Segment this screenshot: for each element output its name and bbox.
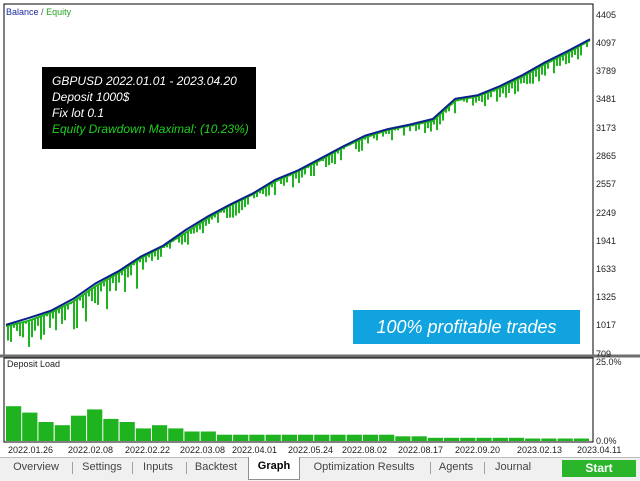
- tab-separator: [430, 462, 431, 474]
- tab-graph[interactable]: Graph: [248, 457, 300, 480]
- deposit-load-bar: [38, 422, 54, 441]
- y-tick: 4097: [596, 38, 617, 48]
- y-tick: 2557: [596, 179, 617, 189]
- deposit-load-bar: [135, 428, 151, 441]
- x-tick: 2023.04.11: [577, 445, 622, 455]
- deposit-load-bar: [265, 434, 281, 441]
- deposit-load-bar: [460, 437, 476, 441]
- info-drawdown: Equity Drawdown Maximal: (10.23%): [52, 122, 249, 136]
- y-tick: 3173: [596, 123, 617, 133]
- info-box: GBPUSD 2022.01.01 - 2023.04.20 Deposit 1…: [42, 67, 256, 149]
- deposit-load-bar: [22, 412, 38, 441]
- deposit-load-bar: [476, 437, 492, 441]
- legend-separator: /: [41, 7, 44, 17]
- tab-optimization-results[interactable]: Optimization Results: [313, 461, 415, 473]
- y-tick: 2865: [596, 151, 617, 161]
- tab-inputs[interactable]: Inputs: [143, 461, 173, 473]
- legend-equity: Equity: [46, 7, 72, 17]
- deposit-load-bar: [492, 437, 508, 441]
- tab-overview[interactable]: Overview: [13, 461, 59, 473]
- tab-separator: [484, 462, 485, 474]
- profitable-badge: 100% profitable trades: [353, 310, 580, 344]
- info-symbol-period: GBPUSD 2022.01.01 - 2023.04.20: [52, 74, 237, 88]
- y-tick: 3481: [596, 94, 617, 104]
- y-tick: 1941: [596, 236, 617, 246]
- x-tick: 2022.05.24: [288, 445, 334, 455]
- deposit-load-bar: [525, 438, 541, 441]
- tab-journal[interactable]: Journal: [494, 461, 532, 473]
- deposit-load-label: Deposit Load: [7, 359, 61, 369]
- tab-backtest[interactable]: Backtest: [194, 461, 238, 473]
- deposit-load-bar: [184, 431, 200, 441]
- deposit-load-bar: [216, 434, 233, 441]
- tab-separator: [132, 462, 133, 474]
- deposit-load-bar: [233, 434, 249, 441]
- deposit-load-bar: [298, 434, 314, 441]
- x-tick: 2022.08.17: [398, 445, 444, 455]
- deposit-load-bar: [314, 434, 330, 441]
- y-tick: 709: [596, 349, 612, 359]
- start-button[interactable]: Start: [562, 460, 636, 477]
- x-tick: 2023.02.13: [517, 445, 563, 455]
- x-tick: 2022.03.08: [180, 445, 226, 455]
- x-tick: 2022.04.01: [232, 445, 278, 455]
- tab-agents[interactable]: Agents: [438, 461, 474, 473]
- y-tick: 4405: [596, 10, 617, 20]
- deposit-load-bar: [330, 434, 346, 441]
- x-tick: 2022.01.26: [8, 445, 54, 455]
- y-tick: 1325: [596, 292, 617, 302]
- legend-balance: Balance: [6, 7, 39, 17]
- deposit-load-bottom-tick: 0.0%: [596, 436, 617, 446]
- deposit-load-bar: [362, 434, 379, 441]
- balance-line: [5, 38, 591, 326]
- deposit-load-bar: [249, 434, 265, 441]
- deposit-load-bar: [281, 434, 297, 441]
- info-deposit: Deposit 1000$: [52, 90, 130, 104]
- info-lot: Fix lot 0.1: [52, 106, 105, 120]
- deposit-load-bar: [119, 422, 135, 441]
- deposit-load-bar: [200, 431, 216, 441]
- legend: Balance / Equity: [6, 7, 71, 17]
- y-tick: 1633: [596, 264, 617, 274]
- x-tick: 2022.08.02: [342, 445, 388, 455]
- tab-settings[interactable]: Settings: [82, 461, 122, 473]
- deposit-load-bar: [168, 428, 184, 441]
- deposit-load-bar: [70, 415, 87, 441]
- y-tick: 2249: [596, 208, 617, 218]
- deposit-load-bar: [87, 409, 103, 441]
- deposit-load-bar: [152, 425, 168, 441]
- deposit-load-bar: [557, 438, 573, 441]
- tab-separator: [186, 462, 187, 474]
- deposit-load-bar: [103, 418, 119, 441]
- x-tick: 2022.02.22: [125, 445, 171, 455]
- x-tick: 2022.09.20: [455, 445, 501, 455]
- deposit-load-bar: [395, 436, 411, 441]
- tab-separator: [72, 462, 73, 474]
- y-tick: 3789: [596, 66, 617, 76]
- deposit-load-bar: [508, 437, 525, 441]
- deposit-load-bar: [346, 434, 362, 441]
- y-tick: 1017: [596, 320, 617, 330]
- deposit-load-bar: [541, 438, 557, 441]
- deposit-load-bar: [6, 406, 22, 441]
- deposit-load-bar: [379, 434, 395, 441]
- deposit-load-bar: [444, 437, 460, 441]
- deposit-load-bar: [573, 438, 589, 441]
- deposit-load-bar: [427, 437, 443, 441]
- deposit-load-bar: [54, 425, 70, 441]
- tester-tab-bar: Overview Settings Inputs Backtest Graph …: [0, 457, 640, 481]
- deposit-load-bars: [6, 406, 589, 441]
- deposit-load-top-tick: 25.0%: [596, 357, 622, 367]
- x-tick: 2022.02.08: [68, 445, 114, 455]
- deposit-load-bar: [411, 436, 427, 441]
